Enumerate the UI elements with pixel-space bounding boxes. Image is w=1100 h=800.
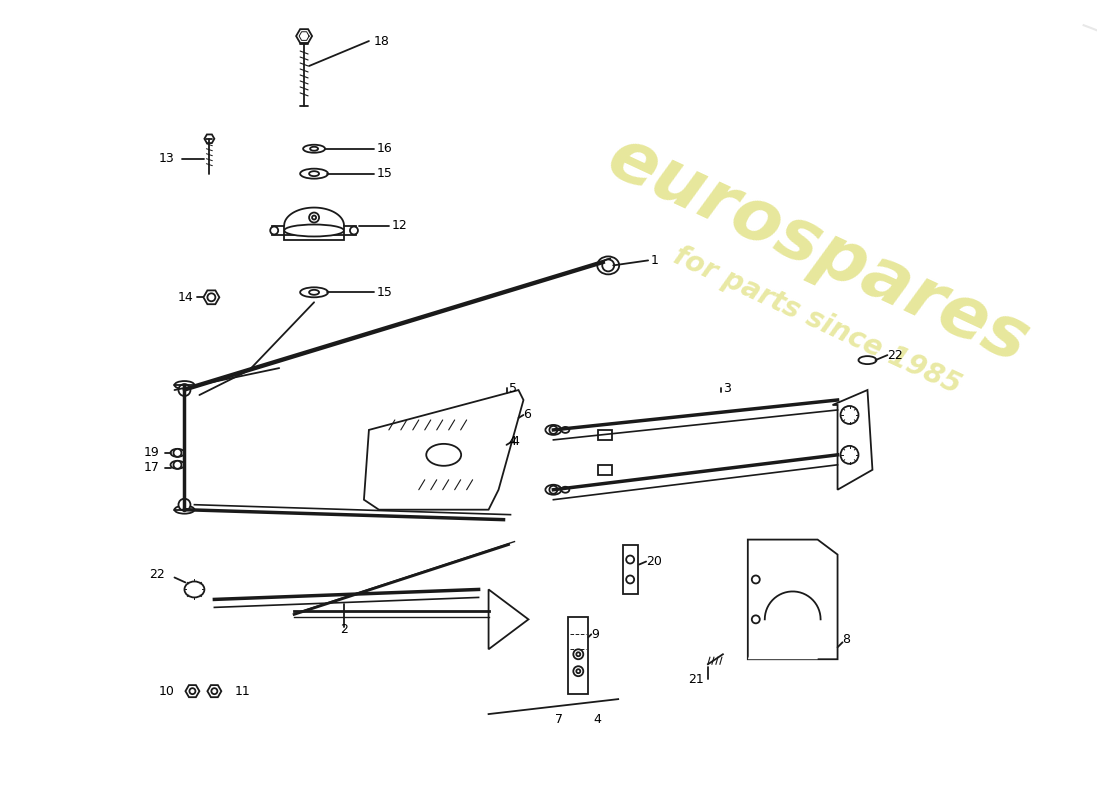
Circle shape bbox=[178, 384, 190, 396]
Text: 6: 6 bbox=[524, 409, 531, 422]
Ellipse shape bbox=[858, 356, 877, 364]
Text: 10: 10 bbox=[158, 685, 175, 698]
Circle shape bbox=[549, 486, 558, 494]
Text: 18: 18 bbox=[374, 34, 389, 47]
Text: 13: 13 bbox=[158, 152, 175, 166]
Circle shape bbox=[309, 213, 319, 222]
Ellipse shape bbox=[309, 290, 319, 295]
FancyBboxPatch shape bbox=[598, 430, 613, 440]
Polygon shape bbox=[624, 545, 638, 594]
Text: 19: 19 bbox=[144, 446, 159, 459]
Polygon shape bbox=[344, 226, 356, 235]
Polygon shape bbox=[488, 590, 528, 650]
Text: 22: 22 bbox=[148, 568, 165, 581]
Polygon shape bbox=[204, 290, 219, 304]
Circle shape bbox=[626, 555, 634, 563]
Text: 11: 11 bbox=[234, 685, 250, 698]
Ellipse shape bbox=[597, 257, 619, 274]
Polygon shape bbox=[284, 235, 344, 241]
Text: 21: 21 bbox=[688, 673, 704, 686]
Ellipse shape bbox=[310, 146, 318, 150]
Ellipse shape bbox=[304, 145, 324, 153]
Text: 2: 2 bbox=[340, 623, 348, 636]
Ellipse shape bbox=[175, 381, 195, 389]
Circle shape bbox=[576, 670, 581, 674]
Circle shape bbox=[174, 449, 182, 457]
Polygon shape bbox=[748, 539, 837, 659]
Text: 8: 8 bbox=[843, 633, 850, 646]
Ellipse shape bbox=[170, 449, 185, 457]
Circle shape bbox=[211, 688, 218, 694]
Polygon shape bbox=[186, 685, 199, 697]
Polygon shape bbox=[272, 226, 284, 235]
Text: 1: 1 bbox=[651, 254, 659, 267]
Ellipse shape bbox=[300, 169, 328, 178]
Ellipse shape bbox=[170, 461, 185, 469]
Ellipse shape bbox=[175, 506, 195, 514]
Polygon shape bbox=[748, 591, 821, 659]
Ellipse shape bbox=[309, 171, 319, 176]
Text: for parts since 1985: for parts since 1985 bbox=[670, 242, 966, 399]
Circle shape bbox=[751, 615, 760, 623]
Polygon shape bbox=[208, 685, 221, 697]
Text: 14: 14 bbox=[177, 291, 194, 304]
Circle shape bbox=[271, 226, 278, 234]
Circle shape bbox=[602, 259, 614, 271]
Polygon shape bbox=[296, 29, 312, 43]
Ellipse shape bbox=[546, 485, 561, 494]
Circle shape bbox=[573, 650, 583, 659]
Ellipse shape bbox=[300, 287, 328, 298]
Text: eurospares: eurospares bbox=[596, 122, 1040, 378]
Text: 20: 20 bbox=[646, 555, 662, 568]
Text: 15: 15 bbox=[377, 286, 393, 299]
Circle shape bbox=[576, 652, 581, 656]
Circle shape bbox=[189, 688, 196, 694]
Text: 16: 16 bbox=[377, 142, 393, 155]
Ellipse shape bbox=[284, 225, 344, 237]
Circle shape bbox=[178, 498, 190, 510]
Text: 4: 4 bbox=[593, 713, 601, 726]
Text: 4: 4 bbox=[508, 435, 516, 448]
Circle shape bbox=[350, 226, 358, 234]
Polygon shape bbox=[205, 134, 214, 143]
Text: 9: 9 bbox=[592, 628, 600, 641]
FancyBboxPatch shape bbox=[598, 465, 613, 474]
Polygon shape bbox=[364, 390, 524, 510]
Text: 22: 22 bbox=[888, 349, 903, 362]
Circle shape bbox=[840, 446, 858, 464]
Ellipse shape bbox=[561, 427, 570, 433]
Ellipse shape bbox=[546, 425, 561, 435]
Circle shape bbox=[840, 406, 858, 424]
Text: 17: 17 bbox=[144, 462, 159, 474]
Text: 5: 5 bbox=[508, 382, 517, 394]
Ellipse shape bbox=[561, 486, 570, 493]
Polygon shape bbox=[569, 618, 589, 694]
Text: 4: 4 bbox=[512, 435, 519, 448]
Circle shape bbox=[312, 215, 316, 219]
Circle shape bbox=[549, 426, 558, 434]
Circle shape bbox=[573, 666, 583, 676]
Text: 3: 3 bbox=[723, 382, 730, 394]
Text: 12: 12 bbox=[392, 219, 408, 232]
Text: 15: 15 bbox=[377, 167, 393, 180]
Circle shape bbox=[751, 575, 760, 583]
Polygon shape bbox=[833, 390, 872, 490]
Text: 7: 7 bbox=[556, 713, 563, 726]
Ellipse shape bbox=[185, 582, 205, 598]
Circle shape bbox=[174, 461, 182, 469]
Circle shape bbox=[208, 294, 216, 302]
Ellipse shape bbox=[427, 444, 461, 466]
Circle shape bbox=[626, 575, 634, 583]
